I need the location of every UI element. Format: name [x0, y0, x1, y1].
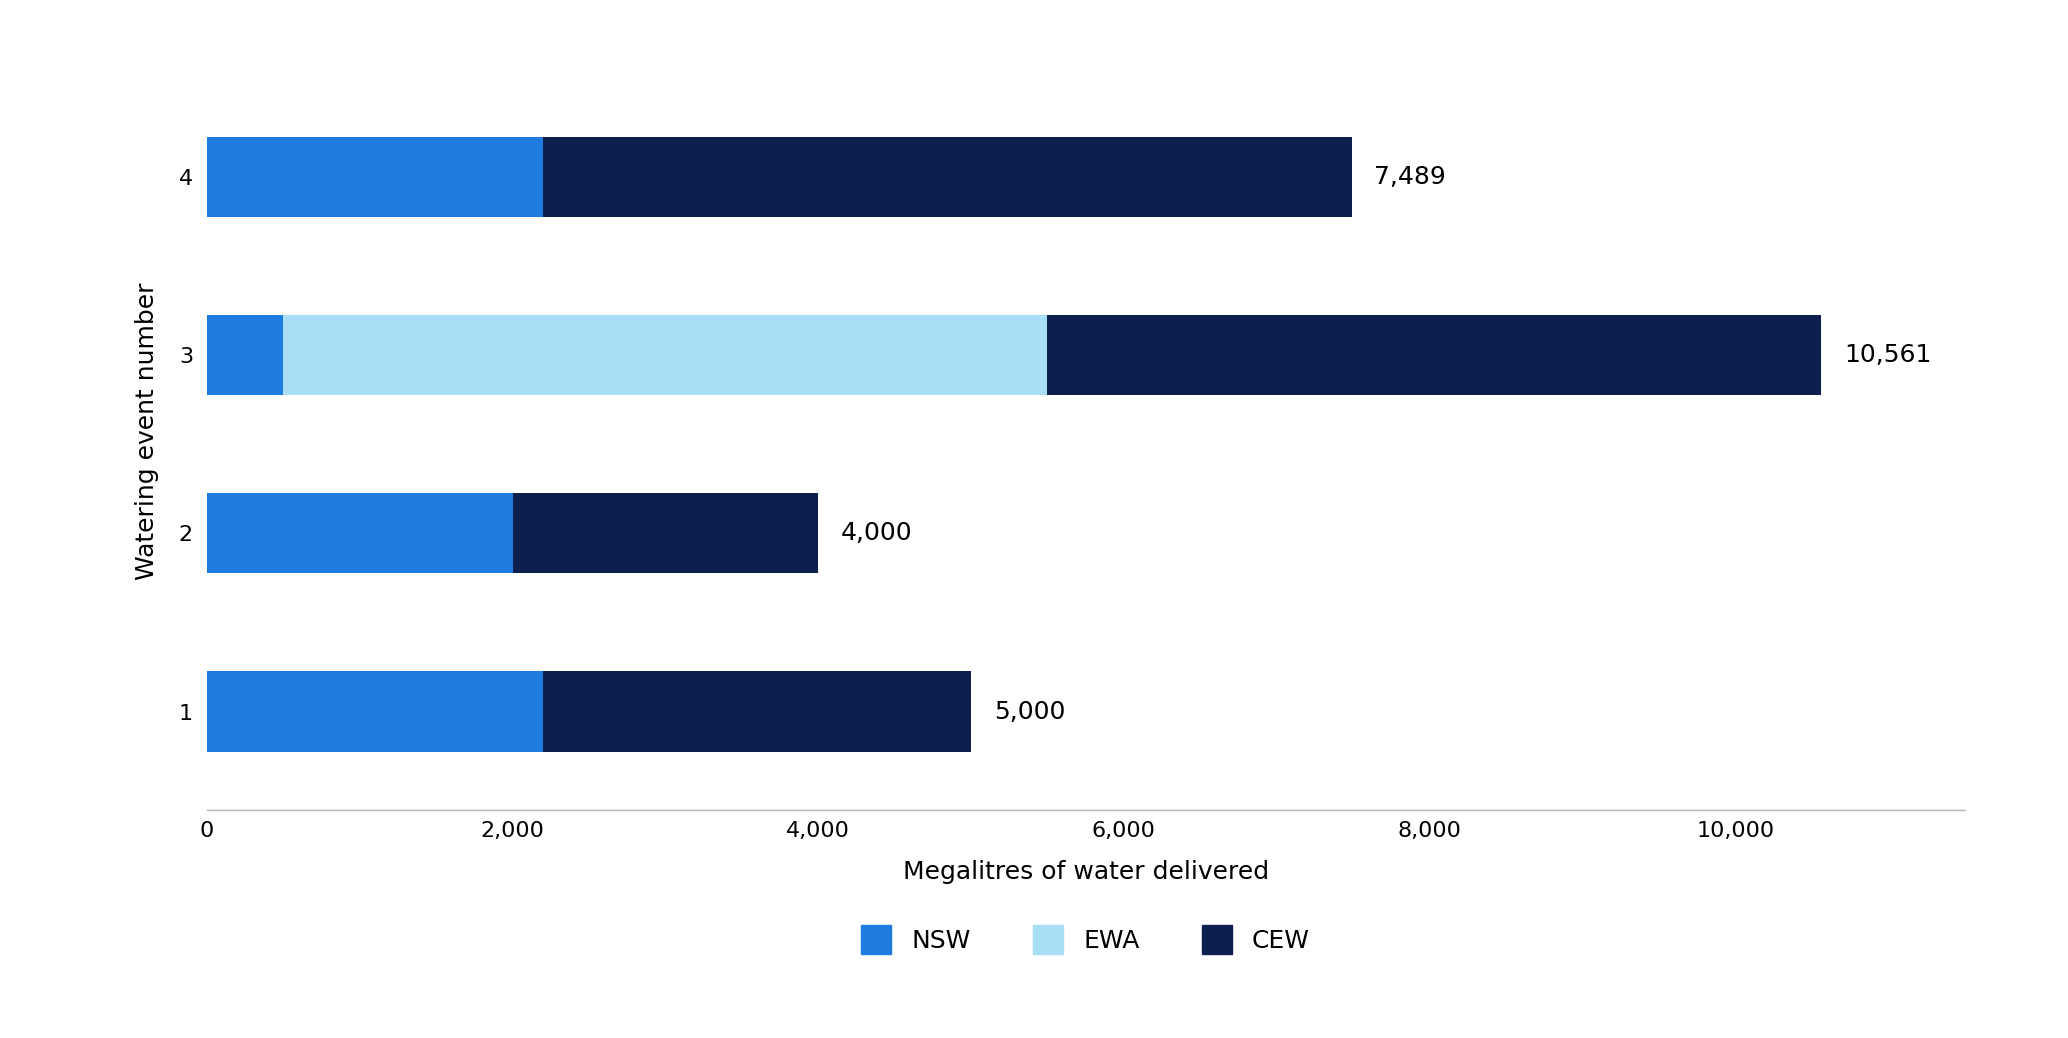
Text: 7,489: 7,489 — [1375, 165, 1446, 189]
X-axis label: Megalitres of water delivered: Megalitres of water delivered — [902, 861, 1270, 884]
Bar — [207, 672, 544, 752]
Bar — [1048, 315, 1822, 395]
Bar — [207, 315, 283, 395]
Bar — [283, 315, 1048, 395]
Bar — [544, 137, 1352, 217]
Text: 5,000: 5,000 — [995, 700, 1065, 723]
Bar — [544, 672, 972, 752]
Y-axis label: Watering event number: Watering event number — [134, 282, 159, 579]
Bar — [207, 493, 513, 573]
Bar — [513, 493, 819, 573]
Legend: NSW, EWA, CEW: NSW, EWA, CEW — [852, 914, 1319, 964]
Bar — [207, 137, 544, 217]
Text: 4,000: 4,000 — [842, 521, 912, 545]
Text: 10,561: 10,561 — [1845, 343, 1932, 367]
